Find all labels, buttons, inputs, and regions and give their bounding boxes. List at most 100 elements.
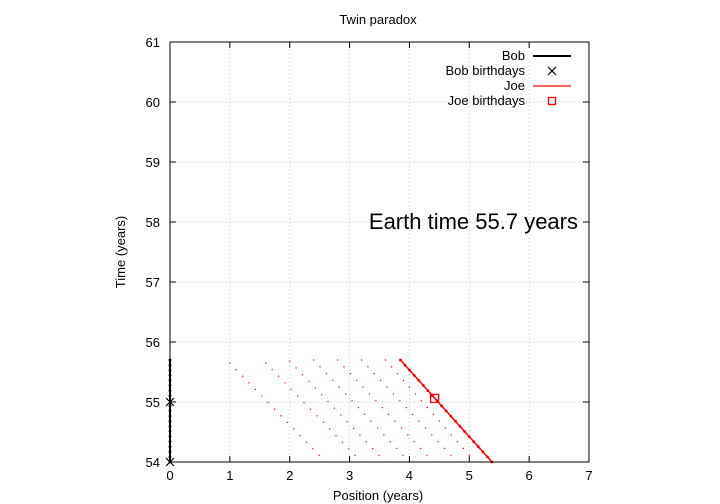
x-tick-label: 6 <box>526 468 533 483</box>
trail-dot <box>381 407 383 409</box>
trail-dot <box>335 435 337 437</box>
trail-dot <box>235 369 237 371</box>
trail-dot <box>286 421 288 423</box>
trail-dot <box>362 386 364 388</box>
trail-dot <box>420 400 422 402</box>
trail-dot <box>349 373 351 375</box>
trail-dot <box>343 366 345 368</box>
y-tick-label: 58 <box>146 215 160 230</box>
joe-point <box>444 409 448 413</box>
trail-dot <box>407 434 409 436</box>
plot-frame <box>169 41 590 463</box>
trail-dot <box>290 388 292 390</box>
legend-label: Joe <box>504 78 525 93</box>
trail-dot <box>420 447 422 449</box>
trail-dot <box>462 447 464 449</box>
joe-point <box>417 379 421 382</box>
joe-point <box>403 363 407 367</box>
legend-label: Bob <box>502 48 525 63</box>
trail-dot <box>341 441 343 443</box>
x-tick-label: 3 <box>346 468 353 483</box>
trail-dot <box>261 395 263 397</box>
series-layer <box>165 358 494 467</box>
trail-dot <box>375 400 377 402</box>
trail-dot <box>229 362 231 364</box>
trail-dot <box>322 421 324 423</box>
joe-point <box>408 368 412 372</box>
grid <box>170 42 589 462</box>
trail-dot <box>389 441 391 443</box>
trail-dot <box>242 375 244 377</box>
trail-dot <box>384 359 387 361</box>
trail-dot <box>293 428 295 430</box>
trail-dot <box>383 434 385 436</box>
trail-dot <box>312 448 314 450</box>
trail-dot <box>399 400 401 402</box>
x-tick-label: 7 <box>585 468 592 483</box>
y-tick-label: 60 <box>146 95 160 110</box>
joe-point <box>463 430 466 433</box>
trail-dot <box>373 373 375 375</box>
y-tick-label: 59 <box>146 155 160 170</box>
trail-dot <box>289 360 291 362</box>
trail-dot <box>372 447 374 450</box>
trail-dot <box>360 359 363 361</box>
trail-dot <box>332 379 334 381</box>
trail-dot <box>413 441 415 443</box>
trail-dot <box>318 454 320 456</box>
trail-dot <box>431 434 433 436</box>
y-tick-label: 55 <box>146 395 160 410</box>
trail-dot <box>316 415 318 417</box>
trail-dot <box>364 413 366 415</box>
trail-dot <box>356 379 358 381</box>
trail-dot <box>444 427 446 429</box>
trail-dot <box>405 407 407 409</box>
trail-dot <box>297 395 299 397</box>
trail-dot <box>321 394 323 396</box>
joe-point <box>421 384 425 387</box>
trail-dot <box>325 373 328 375</box>
trail-dot <box>308 380 310 382</box>
trail-dot <box>388 413 390 415</box>
x-tick-label: 1 <box>226 468 233 483</box>
annotation-earth-time: Earth time 55.7 years <box>369 209 578 234</box>
y-tick-label: 57 <box>146 275 160 290</box>
trail-dot <box>392 393 395 395</box>
trail-dot <box>327 400 329 403</box>
trail-dot <box>354 454 356 456</box>
trail-dot <box>319 366 321 368</box>
x-tick-label: 5 <box>466 468 473 483</box>
trail-dot <box>402 454 404 456</box>
trail-dot <box>424 427 426 429</box>
y-tick-label: 54 <box>146 455 160 470</box>
x-axis-ticks: 0 1 2 3 4 5 6 7 <box>166 42 593 483</box>
x-axis-label: Position (years) <box>333 488 423 503</box>
legend-square-symbol <box>547 96 557 106</box>
trail-dot <box>390 366 393 368</box>
trail-dot <box>357 407 359 409</box>
trail-dot <box>408 386 411 388</box>
joe-point <box>449 414 453 418</box>
y-tick-label: 61 <box>146 35 160 50</box>
joe-point <box>426 389 430 392</box>
trail-dot <box>426 407 428 409</box>
trail-dot <box>337 359 339 361</box>
trail-dot <box>394 420 396 422</box>
joe-point <box>472 440 476 443</box>
joe-point <box>440 404 444 408</box>
trail-dot <box>284 382 286 384</box>
trail-dot <box>456 441 458 443</box>
trail-dot <box>418 420 420 422</box>
trail-dot <box>348 448 350 450</box>
trail-dot <box>386 386 388 388</box>
trail-dot <box>333 407 336 409</box>
trail-dot <box>400 427 403 429</box>
legend-label: Joe birthdays <box>448 93 526 108</box>
trail-dot <box>426 454 428 456</box>
trail-dot <box>378 454 380 456</box>
trail-dot <box>267 402 269 404</box>
trail-dot <box>380 379 382 381</box>
trail-dot <box>437 441 439 443</box>
